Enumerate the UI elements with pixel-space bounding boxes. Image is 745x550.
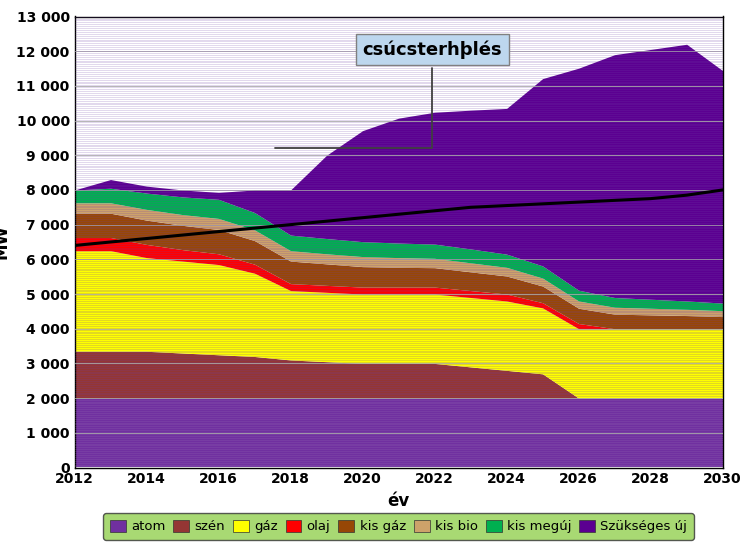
Text: csúcsterhþlés: csúcsterhþlés (276, 40, 502, 148)
Legend: atom, szén, gáz, olaj, kis gáz, kis bio, kis megúj, Szükséges új: atom, szén, gáz, olaj, kis gáz, kis bio,… (104, 513, 694, 540)
Y-axis label: MW: MW (0, 224, 11, 260)
X-axis label: év: év (387, 492, 410, 510)
